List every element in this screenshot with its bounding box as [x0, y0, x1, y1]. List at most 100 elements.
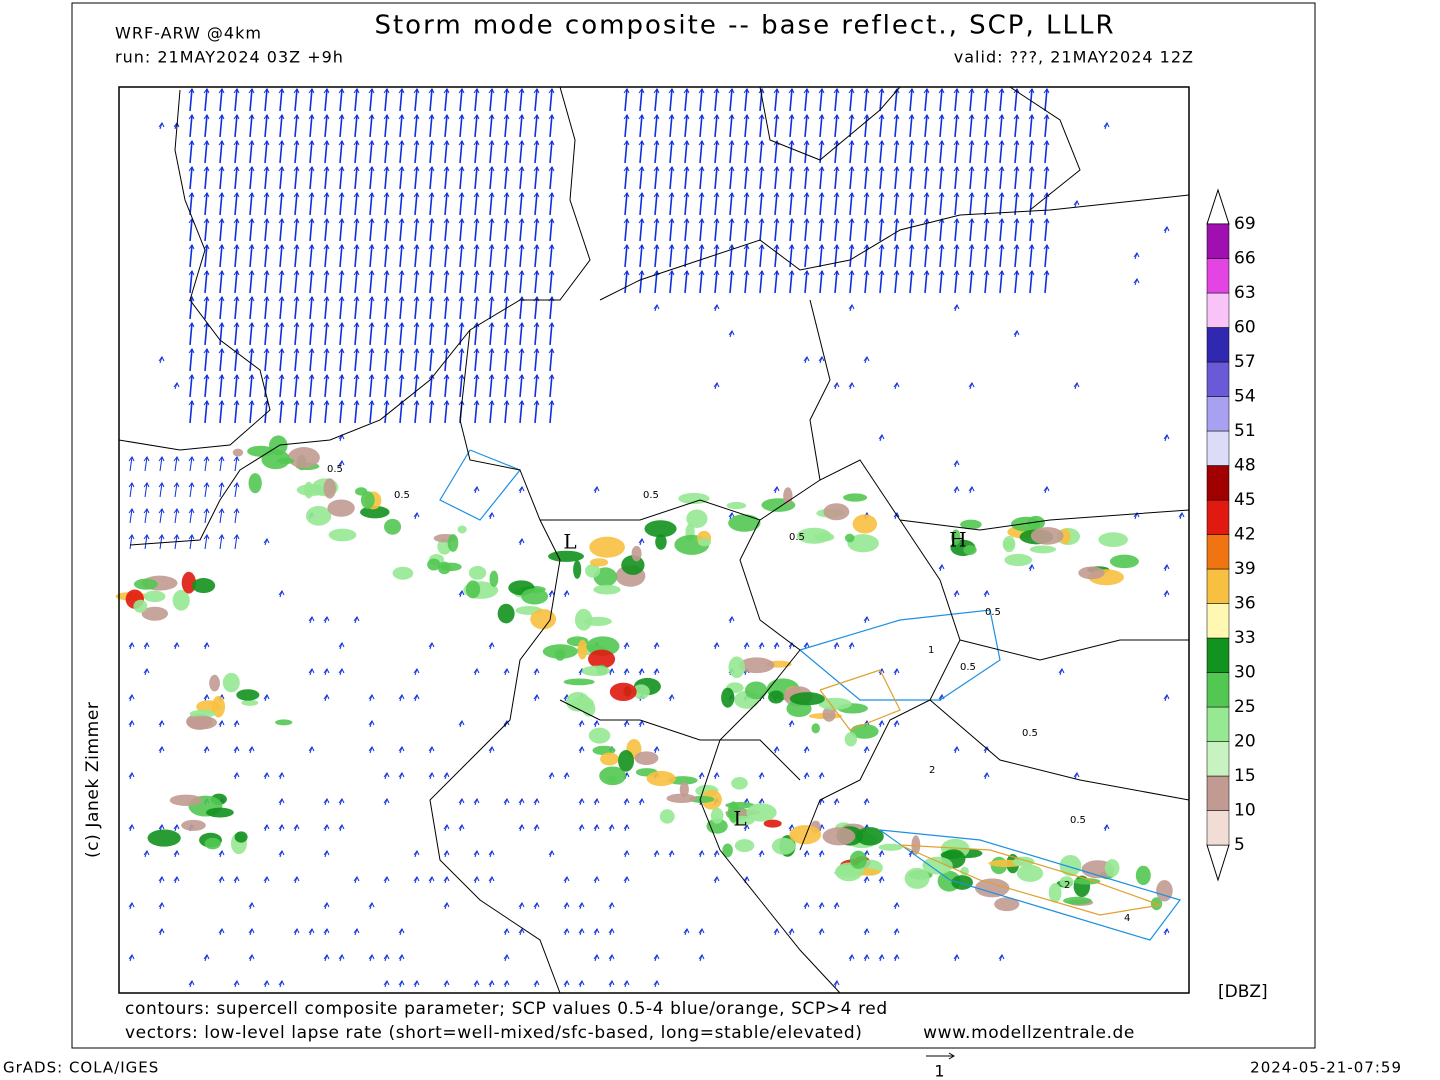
lapse-rate-vector-head: [188, 374, 195, 380]
lapse-rate-vector-head: [293, 192, 300, 198]
lapse-rate-vector-head: [578, 720, 585, 726]
lapse-rate-vector-head: [533, 400, 540, 406]
reflectivity-cell: [599, 766, 627, 786]
lapse-rate-vector-head: [143, 456, 150, 462]
reflectivity-cell: [574, 608, 593, 631]
lapse-rate-vector: [219, 218, 223, 242]
lapse-rate-vector: [369, 400, 373, 424]
lapse-rate-vector-head: [203, 348, 210, 354]
colorbar-box: [1206, 775, 1230, 811]
lapse-rate-vector: [264, 270, 268, 294]
lapse-rate-vector-head: [653, 642, 660, 648]
reflectivity-cell: [1002, 538, 1015, 550]
lapse-rate-vector: [939, 270, 943, 294]
reflectivity-cell: [1027, 515, 1045, 530]
lapse-rate-vector: [204, 374, 208, 398]
software-label: GrADS: COLA/IGES: [3, 1059, 159, 1077]
lapse-rate-vector: [459, 192, 463, 216]
lapse-rate-vector-head: [713, 876, 720, 882]
lapse-rate-vector: [339, 348, 343, 372]
lapse-rate-vector-head: [773, 244, 780, 250]
lapse-rate-vector-head: [998, 114, 1005, 120]
lapse-rate-vector-head: [833, 902, 840, 908]
lapse-rate-vector-head: [443, 374, 450, 380]
lapse-rate-vector: [159, 534, 163, 550]
colorbar-label: 66: [1234, 249, 1256, 269]
reflectivity-cell: [554, 648, 566, 661]
reflectivity-cell: [521, 588, 549, 605]
reflectivity-cell: [721, 687, 735, 708]
lapse-rate-vector-head: [893, 218, 900, 224]
lapse-rate-vector-head: [698, 244, 705, 250]
lapse-rate-vector-head: [773, 746, 780, 752]
lapse-rate-vector: [534, 400, 538, 424]
lapse-rate-vector: [219, 322, 223, 346]
lapse-rate-vector-head: [263, 374, 270, 380]
lapse-rate-vector: [399, 348, 403, 372]
lapse-rate-vector-head: [413, 140, 420, 146]
lapse-rate-vector-head: [143, 534, 150, 540]
reflectivity-cell: [530, 608, 557, 630]
colorbar-label: 30: [1234, 663, 1256, 683]
lapse-rate-vector: [339, 140, 343, 164]
lapse-rate-vector: [219, 296, 223, 320]
lapse-rate-vector-head: [683, 114, 690, 120]
lapse-rate-vector-head: [383, 798, 390, 804]
lapse-rate-vector-head: [458, 590, 465, 596]
lapse-rate-vector-head: [938, 244, 945, 250]
lapse-rate-vector: [504, 270, 508, 294]
lapse-rate-vector-head: [338, 192, 345, 198]
lapse-rate-vector-head: [623, 192, 630, 198]
lapse-rate-vector-head: [323, 296, 330, 302]
lapse-rate-vector-head: [728, 512, 735, 518]
lapse-rate-vector-head: [173, 534, 180, 540]
lapse-rate-vector: [204, 192, 208, 216]
lapse-rate-vector: [264, 166, 268, 190]
lapse-rate-vector: [654, 192, 658, 216]
lapse-rate-vector: [384, 218, 388, 242]
lapse-rate-vector-head: [728, 270, 735, 276]
reflectivity-cell: [465, 580, 481, 599]
reflectivity-cell: [631, 545, 642, 562]
lapse-rate-vector: [1014, 166, 1018, 190]
lapse-rate-vector-head: [308, 928, 315, 934]
lapse-rate-vector-head: [788, 720, 795, 726]
lapse-rate-vector: [324, 166, 328, 190]
lapse-rate-vector-head: [413, 400, 420, 406]
lapse-rate-vector: [369, 322, 373, 346]
lapse-rate-vector-head: [863, 798, 870, 804]
reflectivity-cell: [1029, 545, 1057, 554]
lapse-rate-vector: [819, 114, 823, 138]
lapse-rate-vector: [534, 192, 538, 216]
lapse-rate-vector: [249, 166, 253, 190]
lapse-rate-vector: [459, 114, 463, 138]
lapse-rate-vector-head: [383, 876, 390, 882]
lapse-rate-vector-head: [293, 374, 300, 380]
colorbar-label: 45: [1234, 490, 1256, 510]
lapse-rate-vector-head: [923, 140, 930, 146]
lapse-rate-vector-head: [863, 928, 870, 934]
lapse-rate-vector: [159, 508, 163, 524]
reflectivity-cell: [940, 850, 962, 860]
lapse-rate-vector-head: [503, 798, 510, 804]
lapse-rate-vector: [984, 192, 988, 216]
lapse-rate-vector: [879, 244, 883, 268]
lapse-rate-vector-head: [533, 348, 540, 354]
lapse-rate-vector-head: [818, 88, 825, 94]
lapse-rate-vector-head: [368, 694, 375, 700]
reflectivity-cell: [823, 503, 850, 521]
lapse-rate-vector-head: [368, 322, 375, 328]
lapse-rate-vector: [924, 244, 928, 268]
lapse-rate-vector-head: [458, 270, 465, 276]
lapse-rate-vector: [234, 140, 238, 164]
lapse-rate-vector: [549, 218, 553, 242]
lapse-rate-vector-head: [488, 114, 495, 120]
lapse-rate-vector-head: [818, 114, 825, 120]
lapse-rate-vector-head: [533, 374, 540, 380]
lapse-rate-vector-head: [788, 166, 795, 172]
lapse-rate-vector-head: [533, 824, 540, 830]
lapse-rate-vector-head: [1163, 694, 1170, 700]
lapse-rate-vector-head: [863, 114, 870, 120]
colorbar-box: [1206, 637, 1230, 673]
lapse-rate-vector-head: [923, 270, 930, 276]
